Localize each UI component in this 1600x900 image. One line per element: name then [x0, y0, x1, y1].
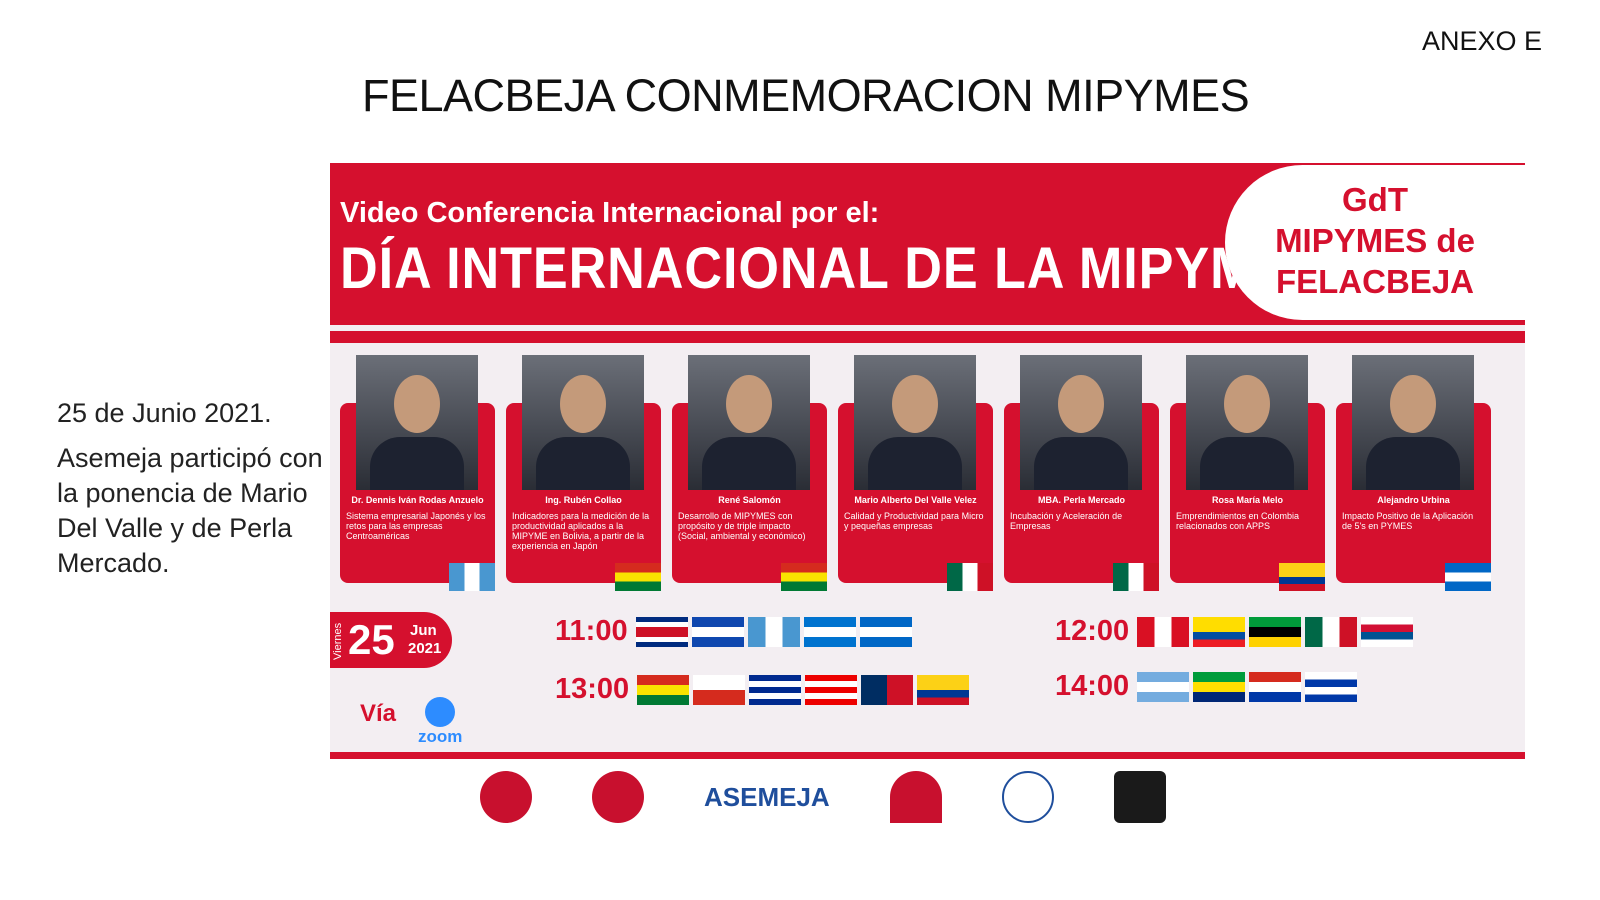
date-text: 25 de Junio 2021.	[57, 398, 272, 428]
speaker-photo	[1352, 355, 1474, 490]
flag-panama	[1361, 616, 1414, 647]
zoom-label: zoom	[418, 727, 463, 746]
flag-peru	[1137, 616, 1190, 647]
body-text: Asemeja participó con la ponencia de Mar…	[57, 443, 323, 578]
speaker-name: René Salomón	[718, 495, 781, 505]
speaker-photo	[522, 355, 644, 490]
flag-guatemala	[747, 616, 800, 647]
schedule-row: 14:00	[1055, 670, 1361, 703]
bbj-logo	[1113, 771, 1166, 823]
flag-ecuador	[1193, 616, 1246, 647]
aneja-logo	[1001, 771, 1054, 823]
flag-bolivia	[615, 563, 661, 591]
flag-nicaragua	[1445, 563, 1491, 591]
zoom-logo: zoom	[418, 697, 462, 747]
flag-uruguay	[1305, 671, 1358, 702]
conference-poster: Video Conferencia Internacional por el: …	[330, 163, 1525, 835]
flag-colombia	[1279, 563, 1325, 591]
speaker-card: Alejandro Urbina Impacto Positivo de la A…	[1336, 355, 1491, 591]
speaker-photo	[356, 355, 478, 490]
flag-cuba	[749, 674, 802, 705]
flag-mexico	[1113, 563, 1159, 591]
schedule-row: 12:00	[1055, 615, 1417, 648]
slide-title: FELACBEJA CONMEMORACION MIPYMES	[362, 70, 1250, 121]
schedule-row: 13:00	[555, 673, 973, 706]
flag-costa-rica	[635, 616, 688, 647]
group-line: GdT	[1342, 181, 1408, 218]
weekday: Viernes	[332, 622, 344, 660]
schedule-time: 11:00	[555, 615, 628, 647]
flag-jamaica	[1249, 616, 1302, 647]
annex-label: ANEXO E	[1421, 26, 1542, 56]
speaker-card: Mario Alberto Del Valle Velez Calidad y P…	[838, 355, 993, 591]
speaker-photo	[854, 355, 976, 490]
month: Jun	[410, 622, 437, 639]
day: 25	[348, 616, 395, 663]
group-line: MIPYMES de	[1275, 222, 1475, 259]
flag-el-salvador	[691, 616, 744, 647]
speaker-topic: Desarrollo de MIPYMES con propósito y de…	[678, 511, 806, 541]
poster-subtitle: Video Conferencia Internacional por el:	[340, 197, 880, 229]
speaker-topic: Indicadores para la medición de la produ…	[512, 511, 650, 551]
speaker-name: Mario Alberto Del Valle Velez	[854, 495, 977, 505]
date-badge: Viernes 25 Jun 2021	[330, 612, 452, 668]
flag-chile	[693, 674, 746, 705]
speaker-topic: Sistema empresarial Japonés y los retos …	[346, 511, 486, 541]
side-text: 25 de Junio 2021. Asemeja participó con …	[57, 396, 327, 591]
schedule-time: 14:00	[1055, 670, 1130, 702]
flag-brazil	[1193, 671, 1246, 702]
speaker-name: Rosa María Melo	[1211, 495, 1284, 505]
nikkei-logo	[889, 771, 942, 823]
schedule-row: 11:00	[555, 615, 916, 648]
speaker-card: Dr. Dennis Iván Rodas Anzuelo Sistema emp…	[340, 355, 495, 591]
speaker-card: René Salomón Desarrollo de MIPYMES con pr…	[672, 355, 827, 591]
flag-puerto-rico	[805, 674, 858, 705]
speaker-name: Dr. Dennis Iván Rodas Anzuelo	[351, 495, 484, 505]
flag-colombia	[917, 674, 970, 705]
sponsor-logos: ASEMEJA	[330, 759, 1525, 835]
via-label: Vía	[360, 700, 397, 727]
speaker-card: MBA. Perla Mercado Incubación y Aceleraci…	[1004, 355, 1159, 591]
flag-honduras	[803, 616, 856, 647]
flag-paraguay	[1249, 671, 1302, 702]
association-logo	[592, 771, 644, 823]
year: 2021	[408, 640, 442, 657]
schedule-time: 13:00	[555, 673, 630, 705]
speaker-name: MBA. Perla Mercado	[1037, 495, 1126, 505]
flag-mexico	[947, 563, 993, 591]
schedule-time: 12:00	[1055, 615, 1130, 647]
group-line: FELACBEJA	[1275, 263, 1475, 300]
speaker-topic: Emprendimientos en Colombia relacionados…	[1176, 511, 1300, 531]
flag-guatemala	[449, 563, 495, 591]
camera-icon	[425, 697, 456, 727]
flag-mexico	[1305, 616, 1358, 647]
speaker-card: Ing. Rubén Collao Indicadores para la med…	[506, 355, 661, 591]
speaker-photo	[688, 355, 810, 490]
flag-bolivia	[637, 674, 690, 705]
speaker-topic: Calidad y Productividad para Micro y peq…	[844, 511, 984, 531]
divider	[330, 331, 1525, 343]
asemeja-logo: ASEMEJA	[704, 781, 830, 812]
flag-argentina	[1137, 671, 1190, 702]
speaker-topic: Incubación y Aceleración de Empresas	[1010, 511, 1123, 531]
speaker-name: Alejandro Urbina	[1377, 495, 1450, 505]
speaker-photo	[1186, 355, 1308, 490]
speaker-topic: Impacto Positivo de la Aplicación de 5's…	[1342, 511, 1474, 531]
flag-bolivia	[781, 563, 827, 591]
flag-nicaragua	[859, 616, 912, 647]
poster-banner: Video Conferencia Internacional por el: …	[330, 163, 1525, 325]
felacbeja-logo	[480, 771, 532, 823]
divider	[330, 752, 1525, 759]
speaker-card: Rosa María Melo Emprendimientos en Colomb…	[1170, 355, 1325, 591]
poster-headline: DÍA INTERNACIONAL DE LA MIPYME	[340, 236, 1291, 301]
group-badge: GdT MIPYMES de FELACBEJA	[1225, 165, 1525, 320]
speaker-photo	[1020, 355, 1142, 490]
speaker-name: Ing. Rubén Collao	[545, 495, 622, 505]
flag-dominican-republic	[861, 674, 914, 705]
